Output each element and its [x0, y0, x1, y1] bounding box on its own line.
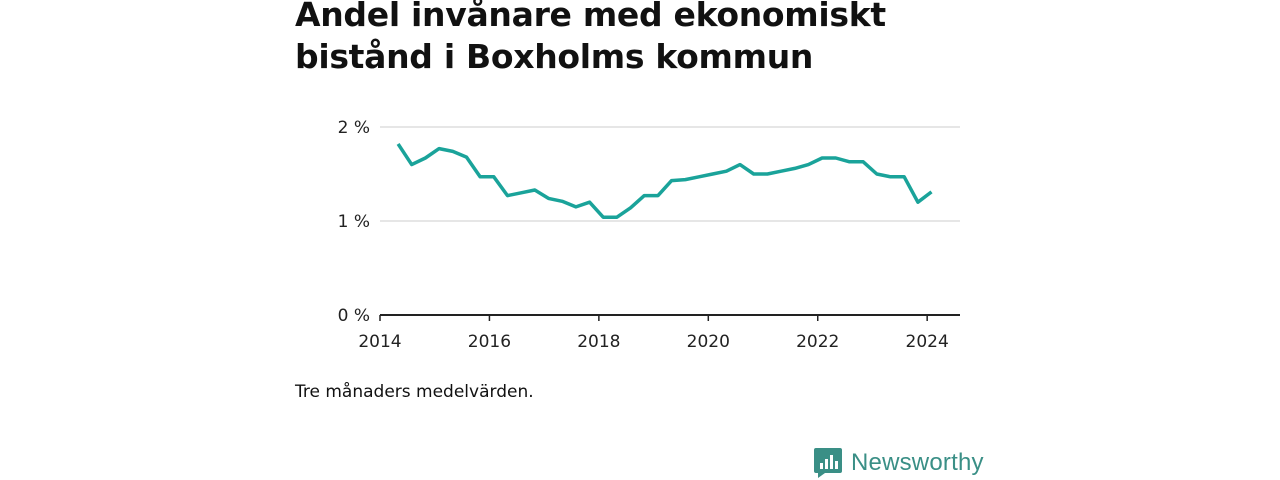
- y-tick-label: 0 %: [338, 306, 370, 326]
- x-tick-label: 2020: [687, 332, 730, 352]
- series-line: [396, 142, 933, 219]
- brand-name: Newsworthy: [851, 449, 984, 476]
- x-axis-ticks: 2014 2016 2018 2020 2022 2024: [358, 315, 949, 352]
- chart-title: Andel invånare med ekonomiskt bistånd i …: [295, 0, 886, 76]
- x-tick-label: 2018: [577, 332, 620, 352]
- x-tick-label: 2022: [796, 332, 839, 352]
- chart-caption: Tre månaders medelvärden.: [295, 382, 534, 402]
- y-tick-label: 1 %: [338, 212, 370, 232]
- x-tick-label: 2024: [906, 332, 949, 352]
- grid-lines: [380, 126, 960, 222]
- y-tick-label: 2 %: [338, 118, 370, 138]
- y-axis-tick-labels: 0 % 1 % 2 %: [338, 118, 370, 326]
- x-tick-label: 2014: [358, 332, 401, 352]
- newsworthy-logo[interactable]: Newsworthy: [813, 447, 984, 479]
- series-layer: [396, 142, 933, 219]
- x-tick-label: 2016: [468, 332, 511, 352]
- bar-chart-speech-bubble-icon: [814, 448, 842, 478]
